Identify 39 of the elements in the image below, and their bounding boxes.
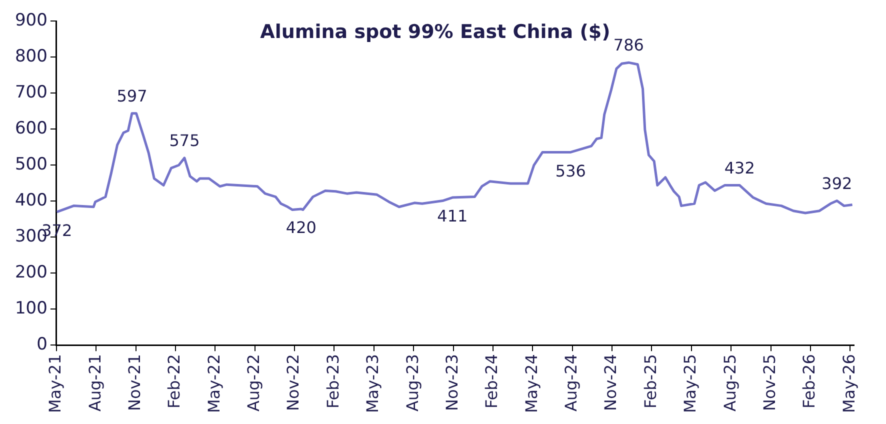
x-tick-label: Aug-25 xyxy=(720,354,740,412)
x-tick-label: Nov-24 xyxy=(601,354,620,412)
x-tick-label: May-24 xyxy=(522,354,541,414)
annotation: 432 xyxy=(724,158,755,178)
y-tick-label: 600 xyxy=(14,118,48,139)
annotation: 597 xyxy=(116,86,148,106)
annotation: 786 xyxy=(613,36,644,55)
annotation: 420 xyxy=(286,218,316,238)
y-tick-label: 900 xyxy=(14,10,48,31)
y-tick-label: 800 xyxy=(14,46,48,67)
x-tick-label: Feb-22 xyxy=(164,354,184,409)
x-tick-label: May-26 xyxy=(839,354,858,414)
x-tick-label: Aug-21 xyxy=(85,354,104,412)
x-tick-label: Feb-25 xyxy=(640,354,660,409)
x-tick-label: Feb-24 xyxy=(482,354,502,409)
annotation: 392 xyxy=(822,174,852,193)
y-tick-label: 0 xyxy=(36,334,48,354)
y-tick-label: 400 xyxy=(14,190,48,211)
x-tick-label: Feb-23 xyxy=(323,354,342,409)
x-tick-label: Feb-26 xyxy=(800,354,819,409)
chart-title: Alumina spot 99% East China ($) xyxy=(260,21,610,44)
x-tick-label: May-23 xyxy=(363,354,382,414)
x-tick-label: Nov-23 xyxy=(442,354,462,412)
x-tick-label: Nov-22 xyxy=(284,354,303,412)
x-tick-label: May-21 xyxy=(46,354,65,414)
x-tick-label: May-22 xyxy=(204,354,224,414)
x-tick-label: May-25 xyxy=(680,354,700,414)
x-tick-label: Aug-24 xyxy=(562,354,581,412)
x-tick-label: Nov-25 xyxy=(760,354,779,412)
x-tick-label: Aug-22 xyxy=(244,354,264,412)
annotation: 536 xyxy=(555,161,586,180)
y-tick-label: 200 xyxy=(14,262,48,283)
annotation: 411 xyxy=(437,206,468,226)
x-tick-label: Nov-21 xyxy=(124,354,144,412)
annotation: 575 xyxy=(169,131,200,150)
y-tick-label: 700 xyxy=(14,82,48,103)
y-tick-label: 500 xyxy=(14,154,48,175)
x-tick-label: Aug-23 xyxy=(402,354,422,412)
y-tick-label: 100 xyxy=(14,298,48,319)
